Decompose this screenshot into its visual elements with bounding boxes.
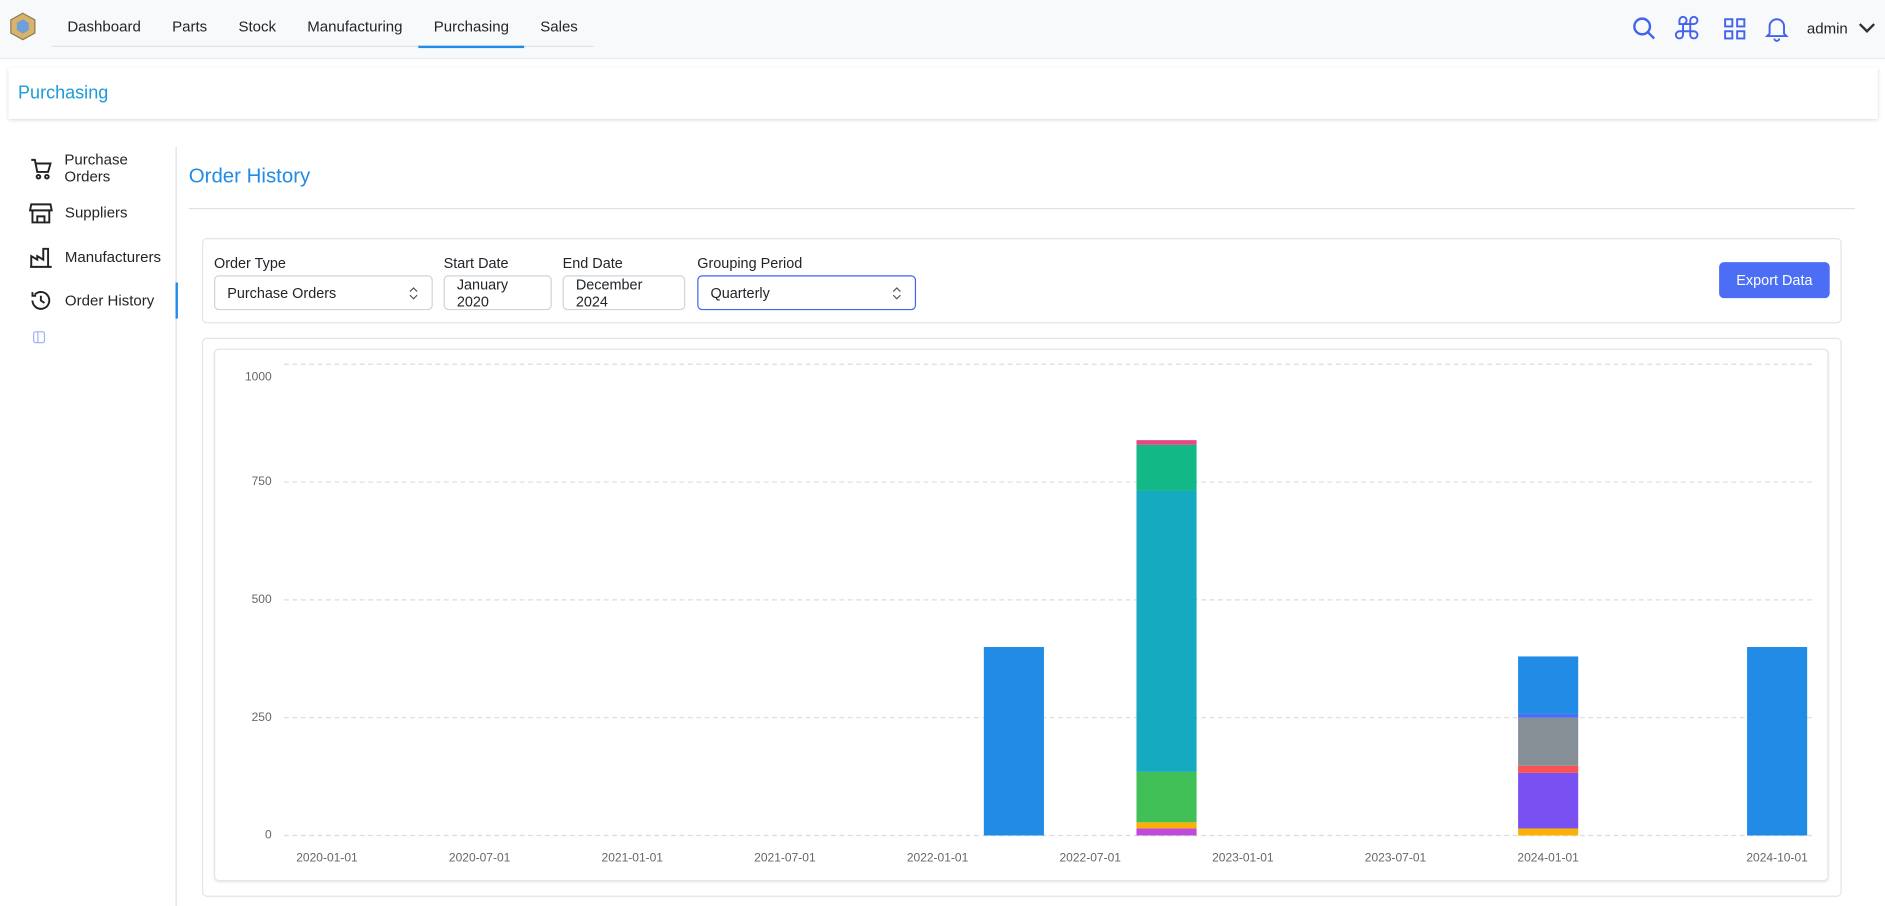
select-chevron bbox=[409, 286, 418, 299]
filter-value: January 2020 bbox=[456, 275, 509, 310]
history-icon bbox=[31, 291, 51, 310]
y-tick-label: 500 bbox=[252, 592, 272, 606]
nav-tab[interactable]: Sales bbox=[540, 18, 578, 35]
bar-segment bbox=[1518, 717, 1579, 766]
filter-value: December 2024 bbox=[575, 275, 643, 310]
bar-segment bbox=[1747, 647, 1808, 836]
sidebar-label: Suppliers bbox=[64, 204, 128, 222]
top-bar: Dashboard Parts Stock Manufacturing Purchasi… bbox=[0, 0, 1885, 59]
x-tick-label: 2023-01-01 bbox=[1212, 851, 1274, 865]
x-tick-label: 2021-07-01 bbox=[754, 851, 816, 865]
collapse-icon[interactable] bbox=[32, 331, 46, 345]
x-tick-label: 2022-07-01 bbox=[1059, 851, 1121, 865]
sidebar-label: Manufacturers bbox=[64, 248, 161, 266]
sidebar-item[interactable]: Order History bbox=[29, 282, 178, 319]
sidebar-label: Order History bbox=[64, 292, 155, 309]
bar-segment bbox=[1518, 713, 1579, 718]
filter-label: Order Type bbox=[213, 254, 286, 272]
bar-segment bbox=[1518, 828, 1579, 836]
sidebar-divider bbox=[175, 146, 177, 906]
nav-tab[interactable]: Manufacturing bbox=[307, 18, 403, 35]
tab-bar: Dashboard Parts Stock Manufacturing Purchasi… bbox=[51, 10, 594, 49]
bar-segment bbox=[983, 647, 1044, 836]
bar-segment bbox=[1136, 771, 1197, 823]
bar-segment bbox=[1136, 822, 1197, 829]
filter-label: Grouping Period bbox=[697, 254, 803, 272]
qr-icon[interactable] bbox=[1724, 18, 1734, 28]
bar-segment bbox=[1136, 490, 1197, 772]
page-header: Purchasing bbox=[8, 67, 1878, 120]
user-menu-chevron[interactable] bbox=[1858, 23, 1876, 33]
bar-segment bbox=[1136, 440, 1197, 445]
store-icon bbox=[28, 203, 53, 224]
export-button[interactable]: Export Data bbox=[1719, 262, 1830, 299]
bar-segment bbox=[1136, 828, 1197, 836]
nav-tab[interactable]: Dashboard bbox=[67, 18, 141, 35]
x-tick-label: 2024-10-01 bbox=[1746, 851, 1808, 865]
filter-value: Quarterly bbox=[710, 284, 770, 302]
filter-value: Purchase Orders bbox=[227, 284, 337, 302]
filter-input[interactable]: Purchase Orders bbox=[213, 275, 433, 311]
filter-label: End Date bbox=[562, 254, 623, 272]
bar-segment bbox=[1518, 772, 1579, 829]
sidebar-label: Purchase Orders bbox=[64, 151, 128, 186]
x-tick-label: 2023-07-01 bbox=[1365, 851, 1427, 865]
x-tick-label: 2022-01-01 bbox=[907, 851, 969, 865]
x-tick-label: 2020-07-01 bbox=[449, 851, 511, 865]
sidebar-item[interactable]: Purchase Orders bbox=[29, 150, 176, 186]
filter-label: Start Date bbox=[443, 254, 509, 272]
command-icon[interactable] bbox=[1674, 15, 1699, 40]
nav-tab[interactable]: Parts bbox=[172, 18, 208, 35]
user-name[interactable]: admin bbox=[1807, 21, 1848, 38]
y-tick-label: 750 bbox=[252, 474, 272, 488]
filter-input[interactable]: Quarterly bbox=[697, 275, 917, 311]
y-tick-label: 0 bbox=[265, 828, 272, 842]
page-title: Purchasing bbox=[18, 82, 109, 104]
filter-input[interactable]: December 2024 bbox=[562, 275, 686, 311]
filter-input[interactable]: January 2020 bbox=[443, 275, 552, 311]
sidebar-item[interactable]: Manufacturers bbox=[29, 239, 176, 275]
toolbar-icons: admin bbox=[1633, 15, 1876, 42]
search-icon[interactable] bbox=[1633, 17, 1652, 36]
divider bbox=[188, 207, 1855, 210]
select-chevron bbox=[892, 286, 901, 299]
logo[interactable] bbox=[8, 12, 37, 41]
sidebar-item[interactable]: Suppliers bbox=[28, 195, 176, 231]
y-tick-label: 1000 bbox=[245, 370, 272, 384]
factory-icon bbox=[30, 247, 52, 268]
cart-icon bbox=[31, 158, 52, 180]
bar-segment bbox=[1518, 765, 1579, 773]
x-tick-label: 2020-01-01 bbox=[296, 851, 358, 865]
bell-icon[interactable] bbox=[1764, 18, 1789, 42]
nav-tab[interactable]: Stock bbox=[238, 18, 277, 35]
bar-segment bbox=[1518, 656, 1579, 714]
x-tick-label: 2021-01-01 bbox=[602, 851, 664, 865]
nav-tab[interactable]: Purchasing bbox=[418, 10, 525, 49]
panel-title: Order History bbox=[188, 164, 311, 188]
y-tick-label: 250 bbox=[252, 710, 272, 724]
bar-segment bbox=[1136, 444, 1197, 491]
x-tick-label: 2024-01-01 bbox=[1517, 851, 1579, 865]
